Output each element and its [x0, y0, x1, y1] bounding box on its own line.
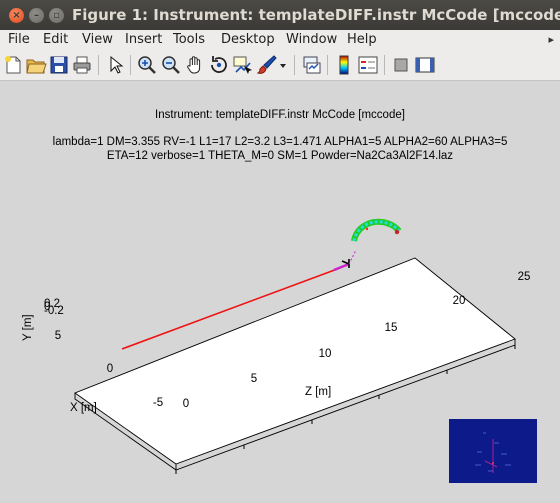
menu-window[interactable]: Window: [286, 32, 338, 47]
y-tick-0: 0: [44, 301, 50, 313]
link-plot-icon[interactable]: [301, 54, 323, 76]
axes-background: [75, 258, 515, 464]
z-axis-label: Z [m]: [305, 386, 331, 398]
legend-icon[interactable]: [357, 54, 379, 76]
z-tick-0: 0: [183, 398, 189, 410]
window-title: Figure 1: Instrument: templateDIFF.instr…: [72, 6, 560, 24]
z-tick-5: 5: [251, 373, 257, 385]
brush-icon[interactable]: [256, 54, 278, 76]
menu-bar: File Edit View Insert Tools Desktop Wind…: [0, 30, 560, 50]
menu-file[interactable]: File: [8, 32, 30, 47]
z-tick-20: 20: [453, 295, 466, 307]
menu-tools[interactable]: Tools: [173, 32, 206, 47]
x-tick-neg5: -5: [153, 397, 163, 409]
y-tick-neg02: -0.2: [44, 305, 64, 317]
y-tick-02: 0.2: [44, 298, 60, 310]
beam-path: [121, 267, 341, 350]
chevron-right-icon[interactable]: ▸: [548, 33, 554, 46]
plot-3d-axes[interactable]: 0 5 10 15 20 25 Z [m] -5 0 5 X [m] -0.2 …: [0, 81, 560, 503]
y-axis-label: Y [m]: [22, 314, 34, 341]
minimize-window-button[interactable]: –: [29, 8, 44, 23]
zoom-out-icon[interactable]: [160, 54, 182, 76]
rotate-3d-icon[interactable]: [208, 54, 230, 76]
menu-view[interactable]: View: [82, 32, 113, 47]
z-axis-ticks: [175, 345, 516, 474]
zoom-in-icon[interactable]: [136, 54, 158, 76]
maximize-window-button[interactable]: ▫: [49, 8, 64, 23]
colorbar-icon[interactable]: [333, 54, 355, 76]
title-bar: × – ▫ Figure 1: Instrument: templateDIFF…: [0, 0, 560, 30]
x-axis-label: X [m]: [70, 402, 97, 414]
menu-help[interactable]: Help: [347, 32, 377, 47]
save-icon[interactable]: [48, 54, 70, 76]
z-tick-15: 15: [385, 322, 398, 334]
inset-detector-view[interactable]: [449, 419, 537, 483]
plot-title: Instrument: templateDIFF.instr McCode [m…: [155, 109, 405, 121]
print-icon[interactable]: [71, 54, 93, 76]
pan-hand-icon[interactable]: [184, 54, 206, 76]
x-tick-0: 0: [107, 363, 113, 375]
open-file-icon[interactable]: [25, 54, 47, 76]
close-window-button[interactable]: ×: [9, 8, 24, 23]
brush-dropdown-icon[interactable]: [278, 54, 288, 76]
data-cursor-icon[interactable]: [232, 54, 254, 76]
z-tick-25: 25: [518, 271, 531, 283]
figure-toolbar: [0, 50, 560, 81]
show-plot-tools-icon[interactable]: [414, 54, 436, 76]
figure-canvas[interactable]: Instrument: templateDIFF.instr McCode [m…: [0, 81, 560, 503]
x-tick-5: 5: [55, 330, 61, 342]
menu-edit[interactable]: Edit: [43, 32, 69, 47]
edit-plot-arrow-icon[interactable]: [104, 54, 126, 76]
menu-desktop[interactable]: Desktop: [221, 32, 275, 47]
hide-plot-tools-icon[interactable]: [390, 54, 412, 76]
z-tick-10: 10: [319, 348, 332, 360]
detector: [352, 220, 401, 242]
plot-parameters-line1: lambda=1 DM=3.355 RV=-1 L1=17 L2=3.2 L3=…: [52, 136, 508, 148]
guide-segment: [333, 262, 350, 272]
plot-parameters-line2: ETA=12 verbose=1 THETA_M=0 SM=1 Powder=N…: [106, 150, 454, 162]
new-figure-icon[interactable]: [2, 54, 24, 76]
menu-insert[interactable]: Insert: [125, 32, 163, 47]
